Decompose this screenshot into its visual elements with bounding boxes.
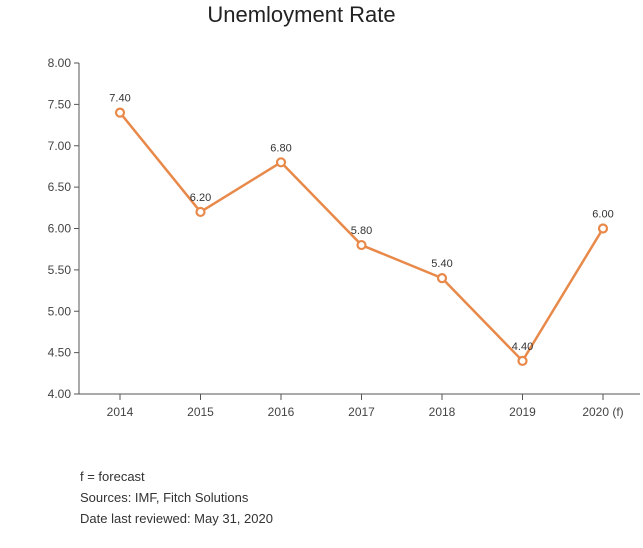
data-label: 5.80 [351,225,372,237]
data-point [597,223,609,234]
y-tick-label: 8.00 [48,56,72,70]
axes [74,62,640,400]
x-tick-label: 2016 [268,405,295,419]
tick-labels: 4.00 4.50 5.00 5.50 6.00 6.50 7.00 7.50 8.00 2014… [48,56,624,419]
x-tick-label: 2017 [348,405,375,419]
y-tick-label: 5.00 [48,304,72,318]
data-label: 6.80 [270,142,291,154]
y-tick-label: 6.00 [48,222,72,236]
data-point [195,206,206,218]
footnotes: f = forecast Sources: IMF, Fitch Solutio… [80,466,273,529]
sources-note: Sources: IMF, Fitch Solutions [80,490,249,505]
y-tick-label: 7.00 [48,139,72,153]
y-tick-label: 5.50 [48,263,72,277]
data-point [517,355,528,366]
data-label: 4.40 [512,341,533,353]
chart-title: Unemloyment Rate [207,2,396,27]
y-tick-label: 4.00 [48,387,72,401]
review-date-note: Date last reviewed: May 31, 2020 [80,511,273,526]
y-tick-label: 7.50 [48,97,72,111]
data-point [114,107,126,118]
data-label: 7.40 [109,93,130,105]
data-label: 6.20 [190,192,211,204]
line-chart: 4.00 4.50 5.00 5.50 6.00 6.50 7.00 7.50 8.00 2014… [48,56,640,419]
y-tick-label: 6.50 [48,180,72,194]
x-tick-label: 2020 (f) [582,405,623,419]
x-tick-label: 2014 [107,405,134,419]
x-tick-label: 2019 [509,405,536,419]
x-tick-label: 2018 [429,405,456,419]
data-label: 5.40 [431,258,452,270]
data-point [356,239,367,251]
data-points [114,107,609,366]
x-tick-label: 2015 [187,405,214,419]
y-tick-label: 4.50 [48,346,72,360]
data-label: 6.00 [592,209,613,221]
forecast-note: f = forecast [80,469,145,484]
data-labels: 7.40 6.20 6.80 5.80 5.40 4.40 6.00 [109,93,613,353]
data-point [436,273,448,284]
data-point [275,157,287,168]
